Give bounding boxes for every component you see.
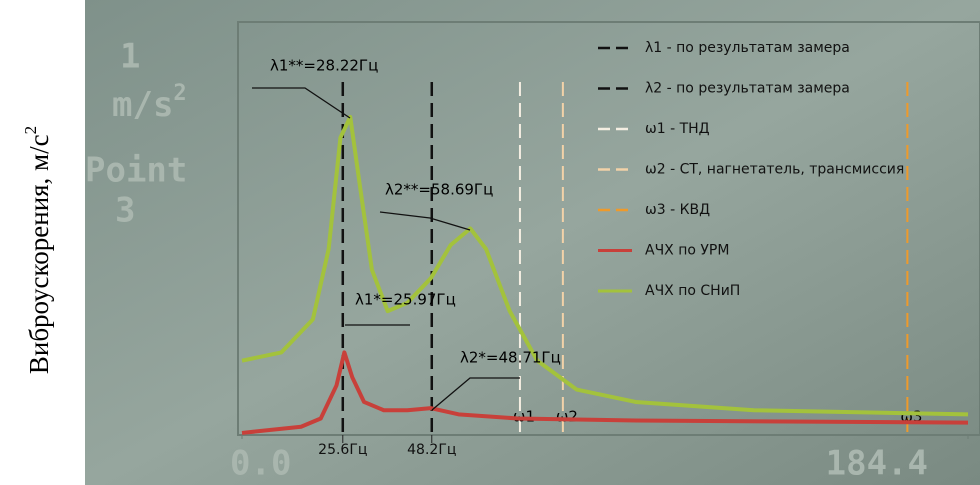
legend-label: ω3 - КВД [645,202,710,218]
vline-label: ω2 [556,408,578,426]
legend-label: ω1 - ТНД [645,121,710,137]
y-axis-title: Виброускорения, м/с2 [21,126,54,374]
annotation: λ2*=48.71Гц [460,349,561,367]
y-axis-title-text: Виброускорения, м/с [24,134,54,374]
x-tick-label: 0.0 [230,444,291,484]
screen-scale: 1 [120,37,140,77]
marker-tick-label: 25.6Гц [318,442,367,458]
legend-label: АЧХ по УРМ [645,243,729,259]
screen-point: Point [85,151,187,191]
y-axis-title-exp: 2 [21,126,40,135]
screen-point-num: 3 [115,191,135,231]
annotation: λ1*=25.97Гц [355,291,456,309]
annotation: λ2**=58.69Гц [385,181,493,199]
annotation: λ1**=28.22Гц [270,57,378,75]
screen-unit-text: m/s [112,85,173,125]
x-tick-label: 184.4 [826,444,928,484]
legend-label: ω2 - СТ, нагнетатель, трансмиссия [645,162,904,178]
chart: Виброускорения, м/с2 1 m/s2 Point 3 0.01… [0,0,980,485]
legend-label: АЧХ по СНиП [645,283,740,299]
legend-label: λ1 - по результатам замера [645,40,850,56]
legend-label: λ2 - по результатам замера [645,81,850,97]
screen-unit-exp: 2 [173,81,186,106]
marker-tick-label: 48.2Гц [407,442,456,458]
